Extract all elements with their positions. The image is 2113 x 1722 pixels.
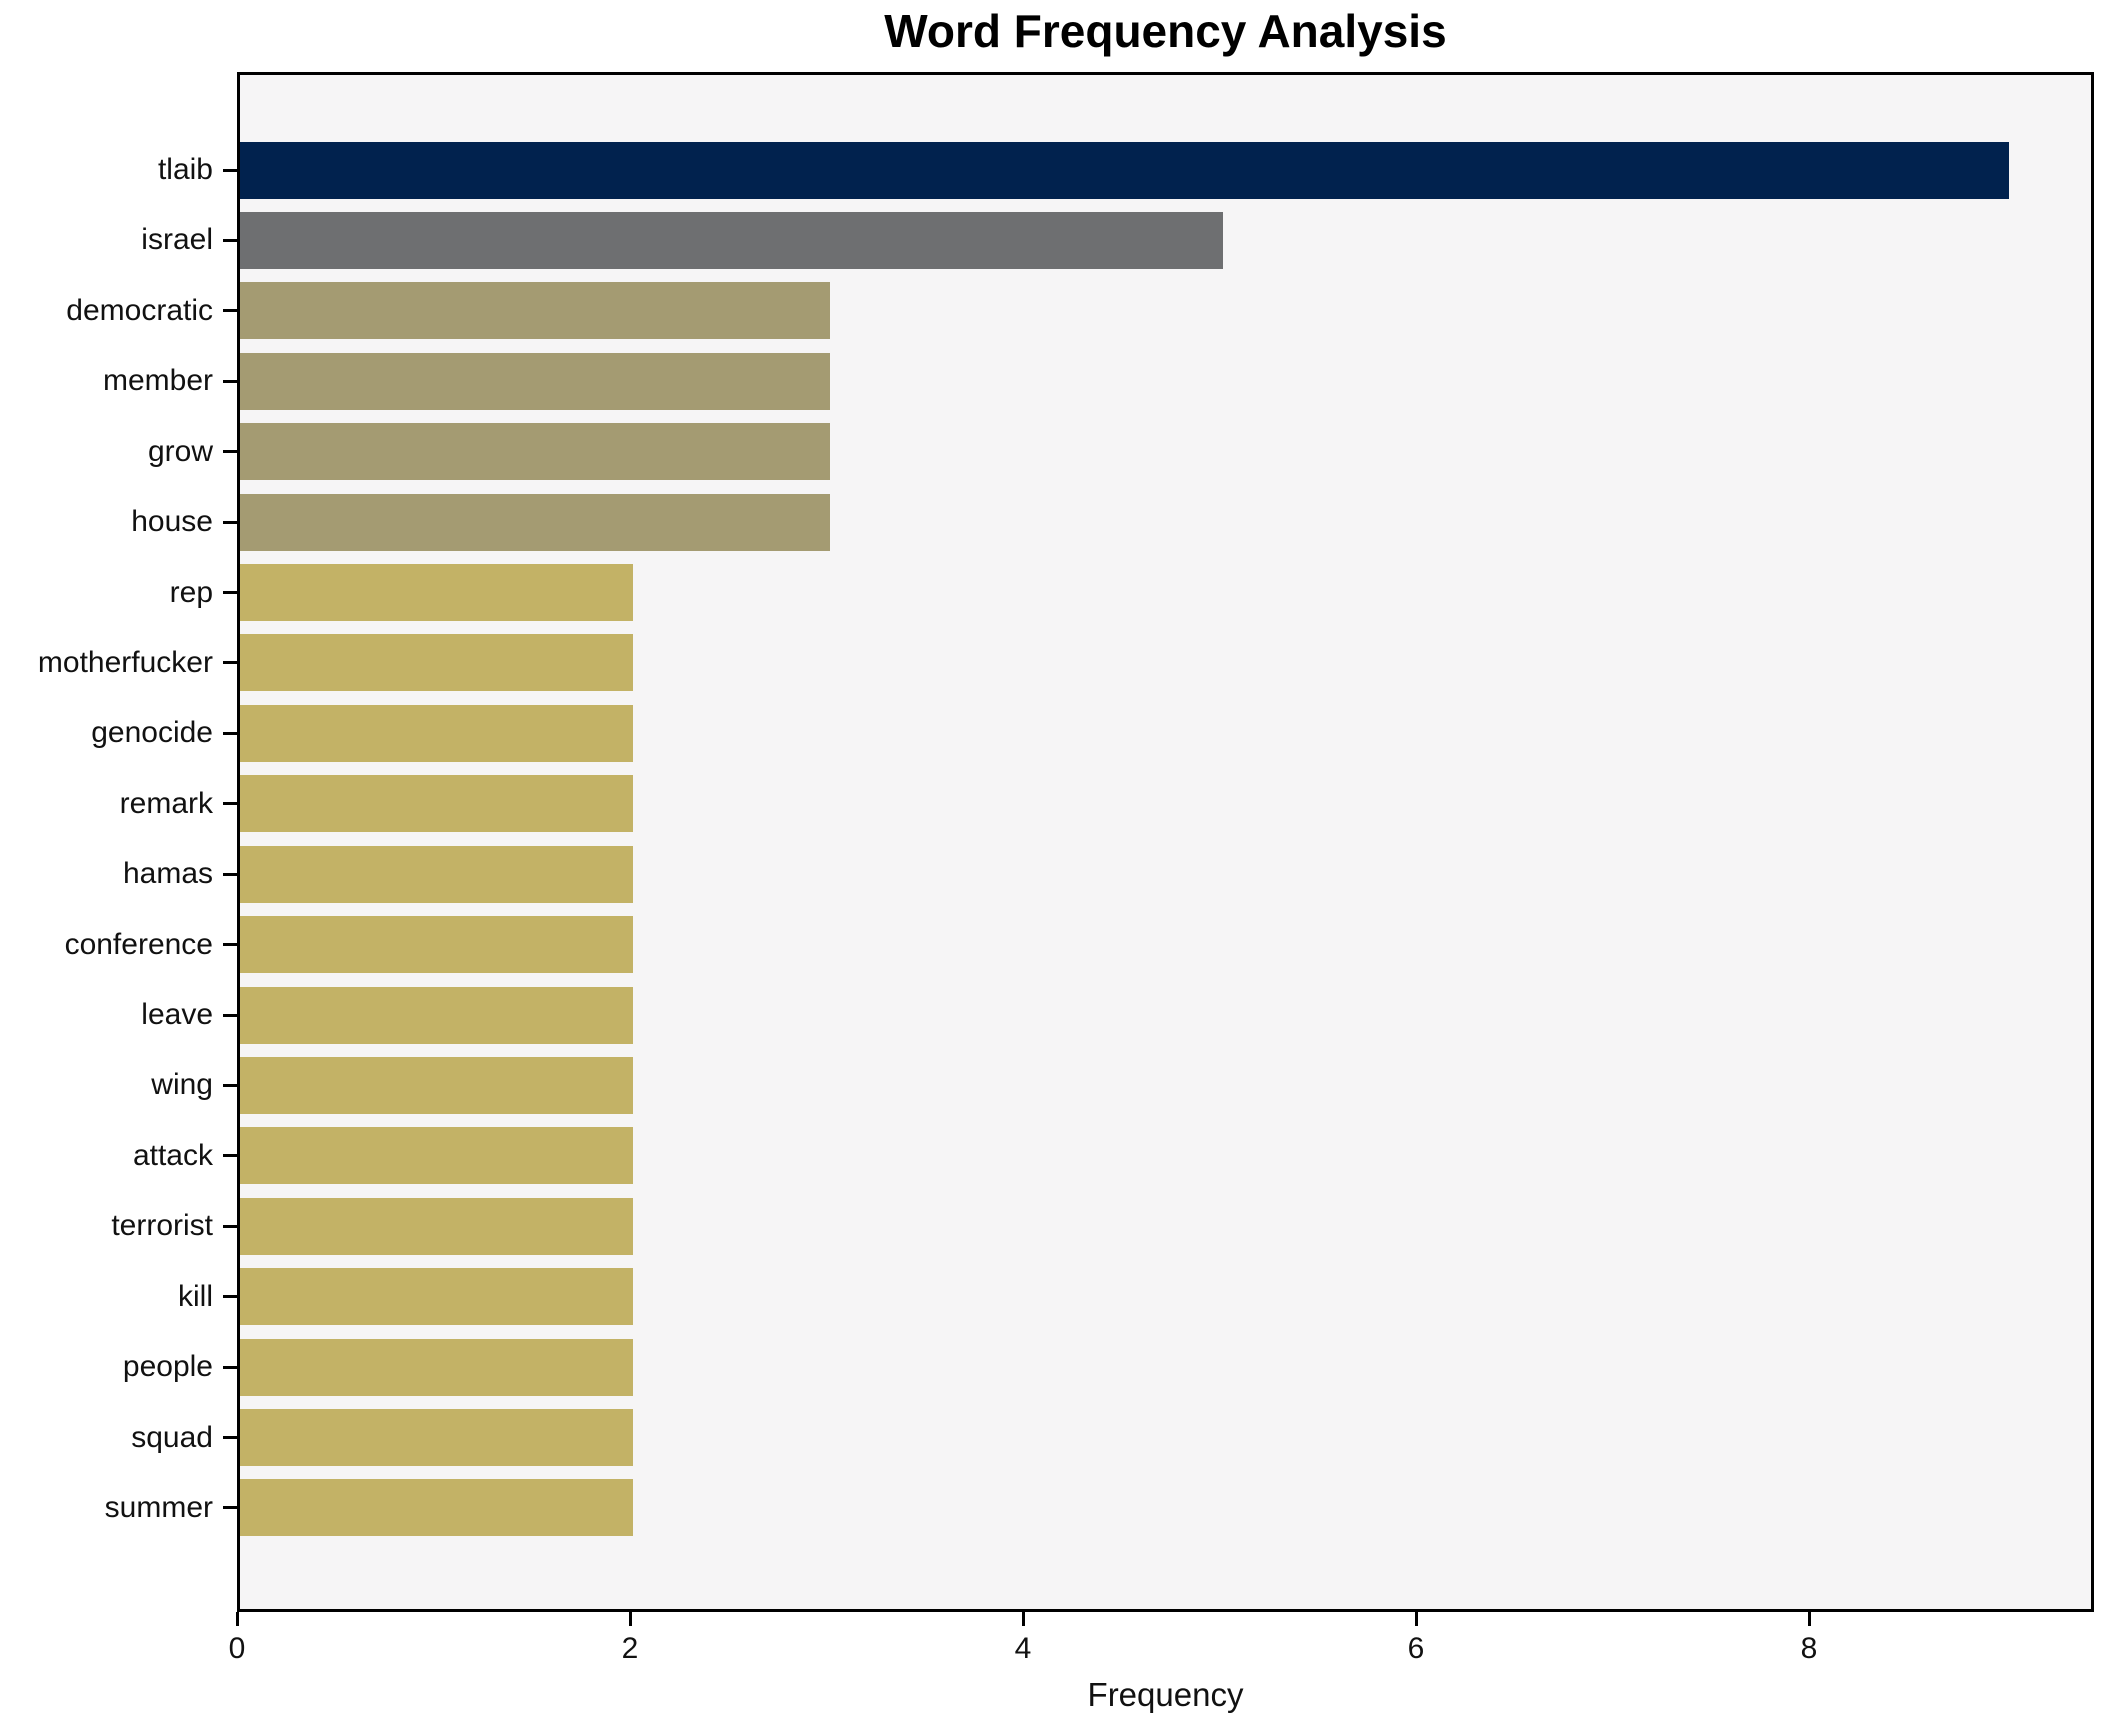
x-axis-title: Frequency [1087,1676,1244,1713]
y-tick-mark [223,591,237,594]
bar-israel [240,212,1223,269]
y-tick-mark [223,1014,237,1017]
x-tick-mark [629,1612,632,1626]
y-tick-label-house: house [131,505,213,538]
y-tick-label-attack: attack [132,1139,213,1172]
y-tick-mark [223,309,237,312]
y-tick-mark [223,239,237,242]
y-tick-mark [223,1084,237,1087]
bar-genocide [240,705,633,762]
bar-democratic [240,282,830,339]
bar-hamas [240,846,633,903]
y-tick-mark [223,732,237,735]
y-tick-mark [223,1225,237,1228]
x-tick-label-6: 6 [1407,1632,1425,1665]
bar-wing [240,1057,633,1114]
bar-terrorist [240,1198,633,1255]
bar-kill [240,1268,633,1325]
y-tick-label-tlaib: tlaib [157,153,213,186]
y-tick-mark [223,802,237,805]
y-tick-label-conference: conference [64,928,213,961]
bar-remark [240,775,633,832]
y-tick-mark [223,380,237,383]
y-tick-mark [223,943,237,946]
y-tick-mark [223,1506,237,1509]
y-tick-label-genocide: genocide [91,716,213,749]
x-tick-label-0: 0 [228,1632,246,1665]
bar-rep [240,564,633,621]
y-tick-label-democratic: democratic [66,294,213,327]
bar-leave [240,987,633,1044]
y-tick-mark [223,450,237,453]
y-tick-mark [223,521,237,524]
x-tick-label-2: 2 [621,1632,639,1665]
y-tick-label-people: people [122,1350,213,1383]
y-tick-mark [223,1366,237,1369]
bar-grow [240,423,830,480]
y-tick-label-remark: remark [119,787,213,820]
x-tick-label-4: 4 [1014,1632,1032,1665]
bar-member [240,353,830,410]
bar-house [240,494,830,551]
x-tick-mark [1022,1612,1025,1626]
y-tick-label-summer: summer [104,1491,213,1524]
y-tick-mark [223,1154,237,1157]
bar-people [240,1339,633,1396]
y-tick-label-israel: israel [141,223,213,256]
bar-attack [240,1127,633,1184]
plot-area [237,72,2094,1612]
chart-title: Word Frequency Analysis [884,5,1447,57]
y-tick-mark [223,1295,237,1298]
bar-squad [240,1409,633,1466]
bar-conference [240,916,633,973]
y-tick-mark [223,661,237,664]
bar-motherfucker [240,634,633,691]
y-tick-label-wing: wing [151,1068,213,1101]
x-tick-mark [1415,1612,1418,1626]
y-tick-label-grow: grow [147,435,213,468]
bar-summer [240,1479,633,1536]
y-tick-label-hamas: hamas [122,857,213,890]
x-tick-mark [1808,1612,1811,1626]
y-tick-label-motherfucker: motherfucker [37,646,213,679]
x-tick-label-8: 8 [1800,1632,1818,1665]
y-tick-label-member: member [102,364,213,397]
y-tick-label-leave: leave [141,998,213,1031]
x-tick-mark [236,1612,239,1626]
y-tick-mark [223,169,237,172]
y-tick-mark [223,1436,237,1439]
y-tick-label-terrorist: terrorist [111,1209,213,1242]
y-tick-label-rep: rep [169,576,213,609]
y-tick-label-kill: kill [178,1280,213,1313]
y-tick-mark [223,873,237,876]
bar-tlaib [240,142,2009,199]
y-tick-label-squad: squad [131,1421,213,1454]
